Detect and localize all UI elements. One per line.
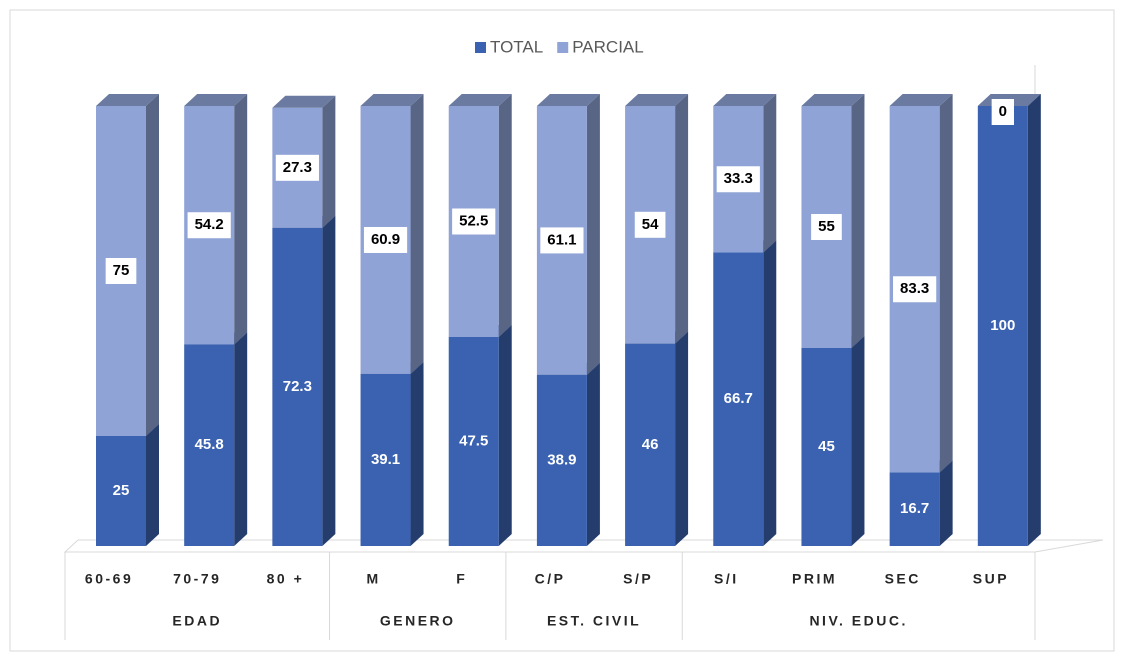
bar-side (146, 424, 159, 546)
bar (272, 227, 323, 546)
data-label: 100 (990, 317, 1015, 334)
x-tick-label: SUP (973, 571, 1009, 587)
bar (96, 436, 146, 546)
data-label-box (991, 99, 1014, 125)
data-label: 72.3 (283, 378, 312, 395)
data-label: 38.9 (547, 451, 576, 468)
legend-label: TOTAL (490, 37, 543, 56)
bar-side (763, 240, 777, 546)
bar-top (272, 95, 336, 108)
data-label: 0 (999, 103, 1007, 120)
data-label: 45.8 (195, 436, 224, 453)
legend-label: PARCIAL (572, 37, 644, 56)
bar-side (234, 332, 248, 546)
data-label-box (105, 258, 137, 284)
data-label-box (275, 154, 319, 181)
data-label: 66.7 (724, 390, 753, 407)
legend-swatch (557, 42, 569, 53)
bar-side (763, 94, 777, 253)
bar-top (801, 94, 865, 106)
legend-swatch (475, 42, 486, 53)
bar (184, 344, 235, 546)
data-label: 52.5 (459, 212, 488, 229)
bar-top (96, 94, 159, 106)
data-label: 25 (113, 482, 130, 499)
data-label: 39.1 (371, 451, 400, 468)
x-tick-label: S/I (714, 571, 739, 587)
data-label: 60.9 (371, 231, 400, 248)
bar-side (851, 336, 865, 546)
x-tick-label: S/P (623, 571, 653, 587)
bar (625, 343, 676, 546)
bar-side (410, 361, 424, 546)
bar-side (498, 94, 512, 337)
x-tick-label: 60-69 (85, 571, 133, 587)
data-label: 45 (818, 438, 835, 455)
bar-side (851, 94, 865, 348)
bar-side (322, 215, 336, 546)
bar-top (536, 94, 600, 106)
group-label: EST. CIVIL (547, 613, 641, 629)
data-label-box (187, 212, 231, 239)
x-tick-label: SEC (885, 571, 921, 587)
group-label: NIV. EDUC. (809, 613, 907, 629)
bar (360, 373, 411, 546)
bar-side (1027, 94, 1041, 546)
bar-side (322, 95, 336, 228)
x-tick-label: F (456, 571, 467, 587)
bar-top (448, 94, 512, 106)
group-label: EDAD (172, 613, 222, 629)
bar-side (939, 94, 953, 473)
bar (889, 472, 940, 546)
data-label: 61.1 (547, 231, 576, 248)
x-tick-label: 70-79 (173, 571, 221, 587)
bar-top (625, 94, 689, 106)
bar (536, 374, 587, 546)
bar-top (889, 94, 953, 106)
data-label: 16.7 (900, 500, 929, 517)
floor (63, 539, 1104, 553)
bar-side (498, 325, 512, 546)
bar (448, 337, 499, 546)
bar (801, 348, 852, 546)
data-label-box (634, 211, 666, 238)
data-label-box (540, 227, 584, 254)
bar-side (586, 362, 600, 546)
data-label: 27.3 (283, 159, 312, 176)
bar-top (713, 94, 777, 106)
data-label-box (716, 166, 760, 193)
data-label: 54.2 (195, 216, 224, 233)
data-label-box (363, 226, 408, 253)
data-label: 75 (113, 262, 130, 279)
bar-side (939, 460, 953, 546)
bar-top (360, 94, 424, 106)
bar-side (675, 331, 689, 546)
data-label: 55 (818, 218, 835, 235)
bar-side (234, 94, 248, 345)
bar-side (146, 94, 159, 436)
bar (977, 106, 1028, 546)
x-tick-label: 80 + (267, 571, 305, 587)
bar-side (675, 94, 689, 344)
data-label: 46 (642, 436, 659, 453)
x-tick-label: PRIM (792, 571, 837, 587)
x-tick-label: C/P (535, 571, 566, 587)
data-label: 54 (642, 216, 659, 233)
bar-top (184, 94, 248, 106)
bar (713, 252, 764, 546)
data-label: 33.3 (724, 170, 753, 187)
data-label: 47.5 (459, 432, 488, 449)
group-label: GENERO (380, 613, 456, 629)
x-tick-label: M (367, 571, 381, 587)
bar-side (586, 94, 600, 375)
data-label-box (452, 208, 496, 235)
bar-side (410, 94, 424, 374)
data-label: 83.3 (900, 280, 929, 297)
data-label-box (893, 276, 937, 303)
data-label-box (811, 214, 842, 240)
